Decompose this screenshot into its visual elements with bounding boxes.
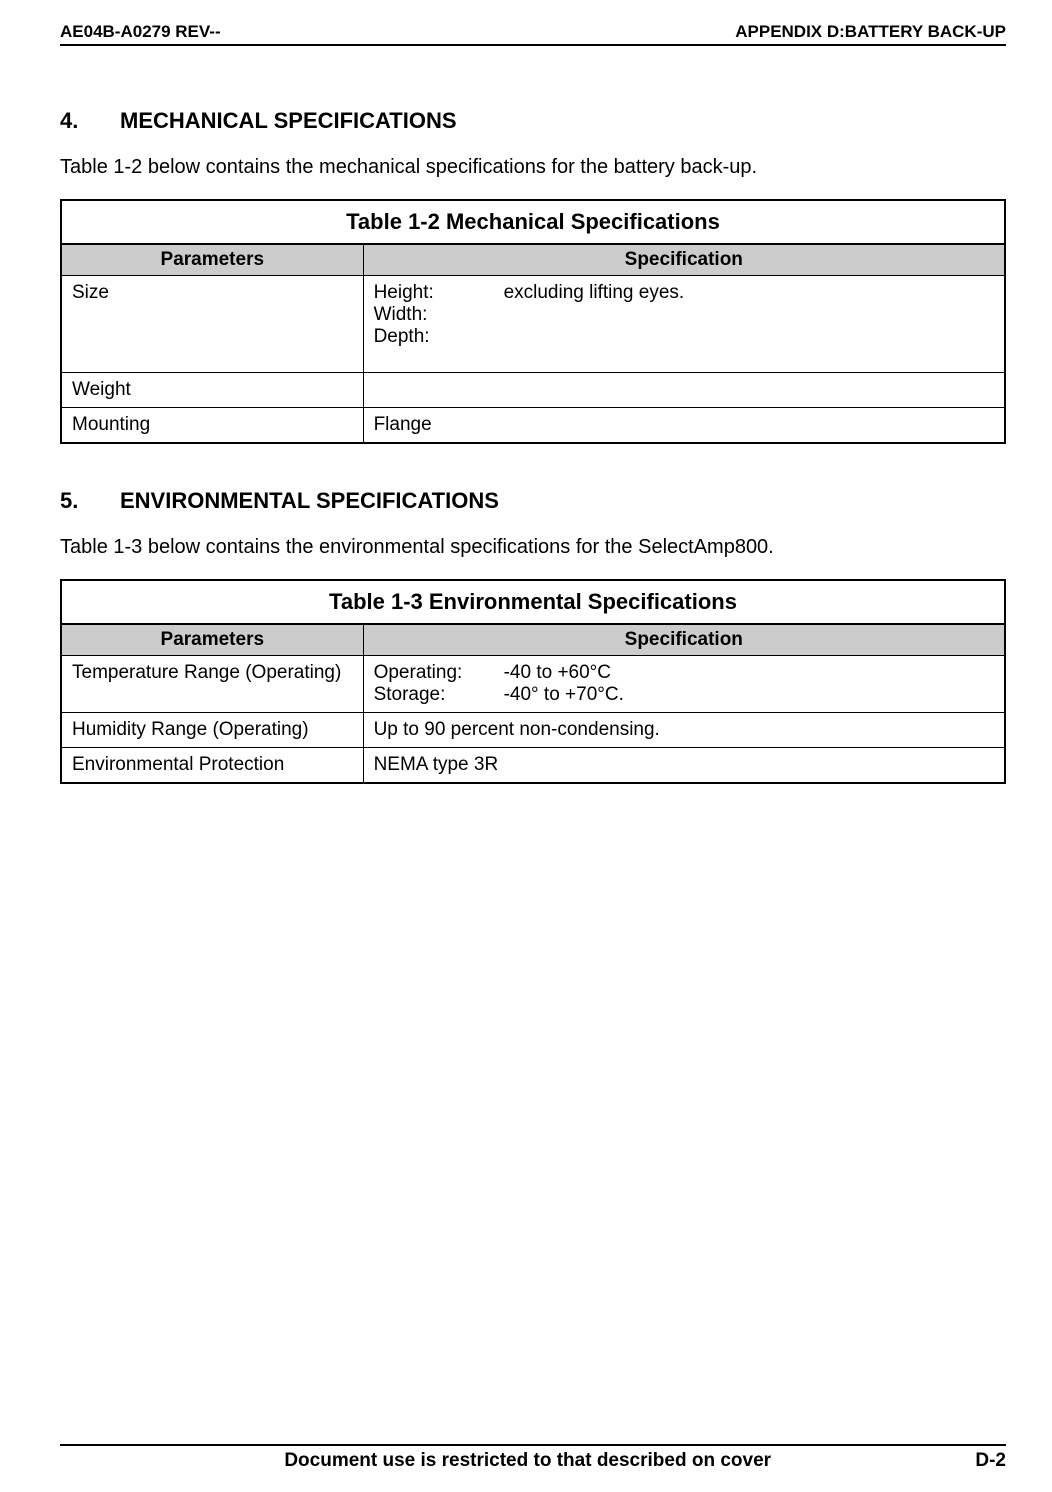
table-row: Humidity Range (Operating) Up to 90 perc…	[61, 713, 1005, 748]
spec-size: Height: excluding lifting eyes. Width: D…	[363, 276, 1005, 373]
spec-protection: NEMA type 3R	[363, 748, 1005, 784]
column-parameters: Parameters	[61, 244, 363, 276]
table-1-3-caption: Table 1-3 Environmental Specifications	[60, 579, 1006, 623]
size-depth-label: Depth:	[374, 326, 504, 348]
header-right: APPENDIX D:BATTERY BACK-UP	[735, 22, 1006, 42]
column-specification: Specification	[363, 624, 1005, 656]
footer-text: Document use is restricted to that descr…	[80, 1450, 975, 1472]
size-height-label: Height:	[374, 282, 504, 304]
section-4-intro: Table 1-2 below contains the mechanical …	[60, 156, 1006, 179]
spec-weight	[363, 373, 1005, 408]
param-humidity: Humidity Range (Operating)	[61, 713, 363, 748]
page-number: D-2	[975, 1450, 1006, 1472]
table-mechanical-specs: Table 1-2 Mechanical Specifications Para…	[60, 199, 1006, 444]
spec-temperature: Operating: -40 to +60°C Storage: -40° to…	[363, 656, 1005, 713]
spec-humidity: Up to 90 percent non-condensing.	[363, 713, 1005, 748]
param-size: Size	[61, 276, 363, 373]
temp-operating-value: -40 to +60°C	[504, 662, 611, 684]
column-parameters: Parameters	[61, 624, 363, 656]
param-protection: Environmental Protection	[61, 748, 363, 784]
column-specification: Specification	[363, 244, 1005, 276]
param-weight: Weight	[61, 373, 363, 408]
section-5-heading: 5. ENVIRONMENTAL SPECIFICATIONS	[60, 488, 1006, 514]
page: AE04B-A0279 REV-- APPENDIX D:BATTERY BAC…	[0, 0, 1052, 1492]
size-width-label: Width:	[374, 304, 504, 326]
param-temperature: Temperature Range (Operating)	[61, 656, 363, 713]
table-row: Environmental Protection NEMA type 3R	[61, 748, 1005, 784]
page-header: AE04B-A0279 REV-- APPENDIX D:BATTERY BAC…	[60, 22, 1006, 46]
page-content: 4. MECHANICAL SPECIFICATIONS Table 1-2 b…	[60, 46, 1006, 784]
table-environmental-specs: Table 1-3 Environmental Specifications P…	[60, 579, 1006, 784]
section-4-heading: 4. MECHANICAL SPECIFICATIONS	[60, 108, 1006, 134]
table-row: Size Height: excluding lifting eyes. Wid…	[61, 276, 1005, 373]
table-row: Temperature Range (Operating) Operating:…	[61, 656, 1005, 713]
temp-storage-label: Storage:	[374, 684, 504, 706]
page-footer: Document use is restricted to that descr…	[60, 1444, 1006, 1472]
temp-operating-label: Operating:	[374, 662, 504, 684]
table-header-row: Parameters Specification	[61, 244, 1005, 276]
table-row: Weight	[61, 373, 1005, 408]
section-5-title: ENVIRONMENTAL SPECIFICATIONS	[120, 488, 499, 514]
section-5-number: 5.	[60, 488, 120, 514]
spec-mounting: Flange	[363, 408, 1005, 444]
param-mounting: Mounting	[61, 408, 363, 444]
section-5-intro: Table 1-3 below contains the environment…	[60, 536, 1006, 559]
table-1-2-caption: Table 1-2 Mechanical Specifications	[60, 199, 1006, 243]
header-left: AE04B-A0279 REV--	[60, 22, 221, 42]
table-header-row: Parameters Specification	[61, 624, 1005, 656]
table-row: Mounting Flange	[61, 408, 1005, 444]
temp-storage-value: -40° to +70°C.	[504, 684, 624, 706]
section-4-title: MECHANICAL SPECIFICATIONS	[120, 108, 457, 134]
section-4-number: 4.	[60, 108, 120, 134]
size-height-value: excluding lifting eyes.	[504, 282, 685, 304]
